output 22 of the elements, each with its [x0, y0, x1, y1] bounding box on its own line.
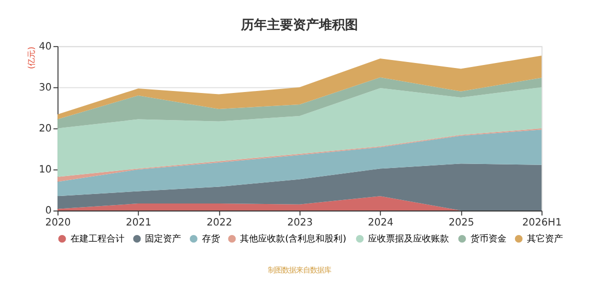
legend-label: 在建工程合计 [70, 234, 124, 245]
legend-label: 应收票据及应收账款 [368, 234, 450, 245]
y-tick-label: 0 [45, 206, 52, 217]
x-tick-label: 2024 [368, 218, 394, 229]
x-tick-label: 2025 [448, 218, 474, 229]
legend-label: 存货 [202, 234, 220, 245]
chart-title: 历年主要资产堆积图 [240, 16, 358, 33]
text: 制图数据来自数据库 [268, 266, 332, 275]
legend-label: 其它资产 [526, 234, 563, 245]
legend-label: 货币资金 [470, 234, 506, 245]
x-tick-label: 2022 [206, 218, 232, 229]
y-tick-label: 30 [38, 82, 52, 94]
y-tick-label: 40 [38, 41, 52, 52]
y-tick-label: 10 [38, 164, 52, 176]
y-axis-title: (亿元) [26, 46, 36, 70]
x-tick-label: 2020 [45, 218, 71, 229]
legend-label: 固定资产 [145, 234, 182, 245]
x-tick-label: 2026H1 [522, 218, 562, 229]
legend-label: 其他应收款(含利息和股利) [240, 234, 346, 245]
y-tick-label: 20 [38, 124, 52, 135]
x-tick-label: 2021 [126, 218, 152, 229]
x-tick-label: 2023 [287, 218, 313, 229]
